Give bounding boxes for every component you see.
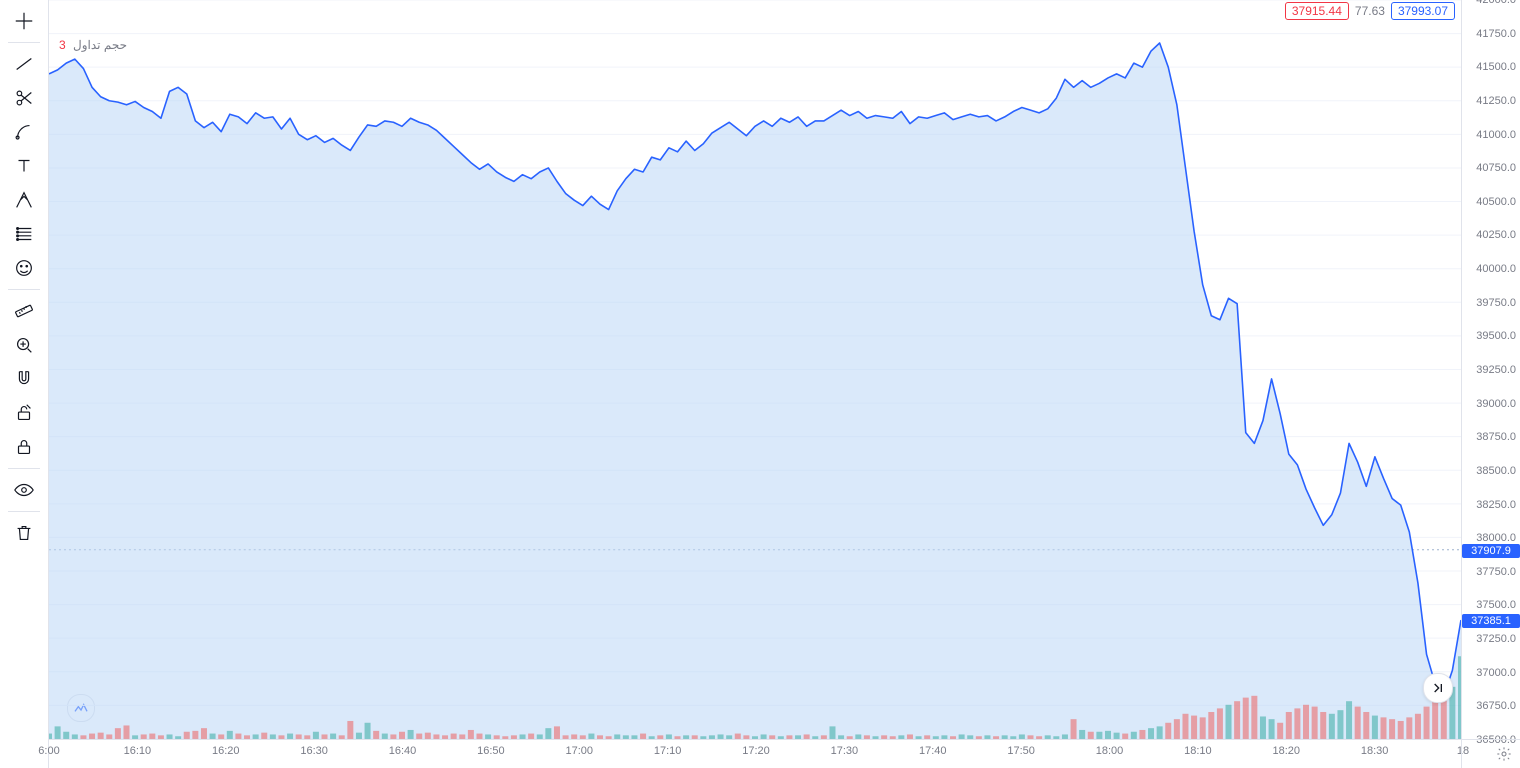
- y-tick: 39750.0: [1476, 297, 1516, 309]
- x-axis[interactable]: 6:0016:1016:2016:3016:4016:5017:0017:101…: [49, 739, 1461, 768]
- x-tick: 17:50: [1007, 745, 1035, 757]
- x-tick: 16:40: [389, 745, 417, 757]
- x-tick: 6:00: [38, 745, 59, 757]
- y-tick: 41500.0: [1476, 61, 1516, 73]
- y-tick: 37000.0: [1476, 667, 1516, 679]
- cross-tool[interactable]: [4, 4, 44, 38]
- lock-edit-tool[interactable]: [4, 396, 44, 430]
- emoji-tool[interactable]: [4, 251, 44, 285]
- x-tick: 16:50: [477, 745, 505, 757]
- ruler-tool[interactable]: [4, 294, 44, 328]
- x-tick: 16:20: [212, 745, 240, 757]
- eye-tool[interactable]: [4, 473, 44, 507]
- x-tick: 18:30: [1361, 745, 1389, 757]
- y-tick: 40750.0: [1476, 162, 1516, 174]
- scroll-to-end-button[interactable]: [1423, 673, 1453, 703]
- scissors-tool[interactable]: [4, 81, 44, 115]
- x-tick: 17:20: [742, 745, 770, 757]
- y-tick: 38000.0: [1476, 532, 1516, 544]
- x-tick: 18:10: [1184, 745, 1212, 757]
- x-tick: 17:00: [565, 745, 593, 757]
- y-tick: 38750.0: [1476, 431, 1516, 443]
- brush-arc-tool[interactable]: [4, 115, 44, 149]
- magnet-tool[interactable]: [4, 362, 44, 396]
- x-tick: 17:10: [654, 745, 682, 757]
- pill-spread: 77.63: [1355, 4, 1385, 18]
- x-tick: 18:00: [1096, 745, 1124, 757]
- x-tick: 18:20: [1272, 745, 1300, 757]
- y-tick: 41250.0: [1476, 95, 1516, 107]
- text-tool[interactable]: [4, 149, 44, 183]
- pitchfork-tool[interactable]: [4, 183, 44, 217]
- lock-tool[interactable]: [4, 430, 44, 464]
- zoom-tool[interactable]: [4, 328, 44, 362]
- y-tick: 37500.0: [1476, 599, 1516, 611]
- price-pills: 37915.44 77.63 37993.07: [1285, 2, 1455, 20]
- y-tick: 38250.0: [1476, 499, 1516, 511]
- y-tick: 37750.0: [1476, 566, 1516, 578]
- y-tick: 40000.0: [1476, 263, 1516, 275]
- price-tag: 37385.1: [1462, 614, 1520, 628]
- y-tick: 37250.0: [1476, 633, 1516, 645]
- trend-line-tool[interactable]: [4, 47, 44, 81]
- y-tick: 41000.0: [1476, 129, 1516, 141]
- x-tick: 17:40: [919, 745, 947, 757]
- y-tick: 40250.0: [1476, 229, 1516, 241]
- x-tick: 16:10: [124, 745, 152, 757]
- pill-red: 37915.44: [1285, 2, 1349, 20]
- y-tick: 42000.0: [1476, 0, 1516, 6]
- y-tick: 40500.0: [1476, 196, 1516, 208]
- price-tag: 37907.9: [1462, 544, 1520, 558]
- y-tick: 38500.0: [1476, 465, 1516, 477]
- pill-blue: 37993.07: [1391, 2, 1455, 20]
- x-tick: 17:30: [831, 745, 859, 757]
- y-tick: 41750.0: [1476, 28, 1516, 40]
- trash-tool[interactable]: [4, 516, 44, 550]
- y-axis[interactable]: 36500.036750.037000.037250.037500.037750…: [1461, 0, 1520, 739]
- x-tick: 16:30: [300, 745, 328, 757]
- y-tick: 36750.0: [1476, 700, 1516, 712]
- axis-settings-button[interactable]: [1494, 744, 1514, 764]
- y-tick: 39500.0: [1476, 330, 1516, 342]
- y-tick: 39000.0: [1476, 398, 1516, 410]
- drawing-toolbar: [0, 0, 49, 768]
- y-tick: 39250.0: [1476, 364, 1516, 376]
- chart-area[interactable]: [49, 0, 1461, 739]
- fib-tool[interactable]: [4, 217, 44, 251]
